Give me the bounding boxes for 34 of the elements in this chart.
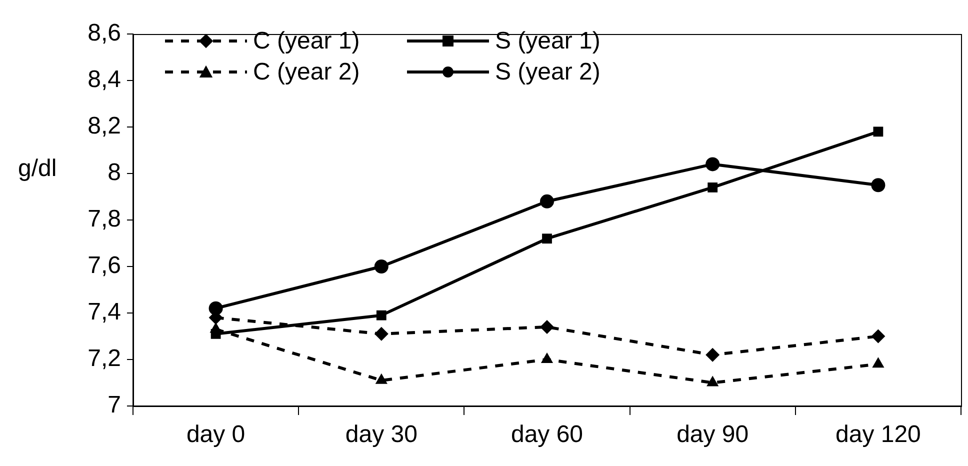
y-tick-label: 8,4	[88, 66, 121, 94]
point	[540, 352, 554, 363]
point	[706, 348, 720, 362]
point	[376, 310, 386, 320]
point	[374, 326, 388, 341]
point	[210, 328, 221, 339]
point	[873, 126, 884, 137]
point	[542, 234, 552, 244]
x-tick-label: day 30	[345, 421, 418, 448]
y-tick-label: 8	[108, 159, 121, 186]
point	[375, 373, 388, 384]
y-axis-title: g/dl	[18, 155, 57, 182]
y-tick-label: 7	[108, 392, 121, 419]
y-tick-label: 7,2	[88, 345, 121, 372]
point	[706, 157, 720, 172]
y-tick-label: 8,6	[88, 20, 121, 47]
y-tick-label: 7,8	[88, 206, 121, 233]
x-tick-label: day 90	[676, 421, 749, 448]
legend-label: S (year 2)	[495, 58, 600, 86]
point	[871, 178, 886, 192]
y-tick-label: 8,2	[88, 112, 121, 140]
point	[706, 376, 719, 386]
point	[374, 260, 388, 274]
point	[540, 320, 554, 334]
point	[871, 329, 886, 344]
x-tick-label: day 60	[510, 421, 584, 448]
y-tick-label: 7,4	[88, 298, 121, 326]
legend-label: C (year 2)	[253, 58, 360, 86]
point	[540, 194, 554, 208]
x-tick-label: day 120	[835, 421, 921, 448]
x-tick-label: day 0	[186, 421, 246, 448]
y-tick-label: 7,6	[88, 252, 121, 280]
point	[872, 357, 884, 368]
point	[708, 182, 718, 192]
